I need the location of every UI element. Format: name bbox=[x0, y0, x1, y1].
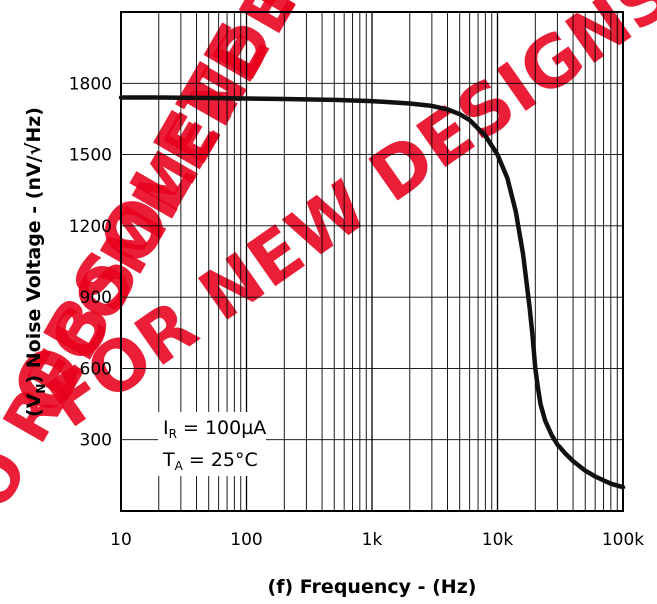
y-tick-labels: 300 600 900 1200 1500 1800 bbox=[69, 74, 112, 450]
noise-voltage-line bbox=[118, 95, 626, 490]
annotation-background bbox=[158, 412, 266, 476]
condition-annotation: IR = 100µA TA = 25°C bbox=[158, 412, 266, 476]
y-axis-title-symbol: (V bbox=[23, 393, 45, 417]
annotation-current-value: = 100µA bbox=[177, 417, 266, 439]
annotation-current: IR = 100µA bbox=[163, 417, 266, 441]
annotation-current-symbol: I bbox=[163, 417, 169, 439]
annotation-current-subscript: R bbox=[169, 427, 177, 441]
x-tick-label: 10k bbox=[482, 530, 514, 550]
plot-frame bbox=[120, 11, 624, 512]
y-tick-label: 1800 bbox=[69, 74, 112, 94]
x-tick-labels: 10 100 1k 10k 100k bbox=[110, 530, 644, 550]
y-axis-title-subscript: N bbox=[34, 384, 48, 394]
y-tick-label: 600 bbox=[80, 359, 112, 379]
x-axis-title: (f) Frequency - (Hz) bbox=[268, 576, 477, 598]
annotation-temperature-subscript: A bbox=[175, 459, 184, 473]
x-tick-label: 100k bbox=[602, 530, 644, 550]
y-tick-label: 300 bbox=[80, 431, 112, 451]
x-tick-label: 100 bbox=[230, 530, 262, 550]
annotation-temperature-value: = 25°C bbox=[183, 449, 258, 471]
series-group bbox=[118, 95, 626, 490]
x-tick-label: 10 bbox=[110, 530, 132, 550]
y-tick-label: 1200 bbox=[69, 217, 112, 237]
y-axis-title: (VN) Noise Voltage - (nV/√Hz) bbox=[23, 107, 48, 417]
annotation-temperature: TA = 25°C bbox=[162, 449, 258, 473]
y-axis-title-rest: ) Noise Voltage - (nV/√Hz) bbox=[23, 107, 45, 383]
x-tick-label: 1k bbox=[362, 530, 383, 550]
y-tick-label: 1500 bbox=[69, 146, 112, 166]
annotation-temperature-symbol: T bbox=[162, 449, 175, 471]
y-tick-label: 900 bbox=[80, 288, 112, 308]
